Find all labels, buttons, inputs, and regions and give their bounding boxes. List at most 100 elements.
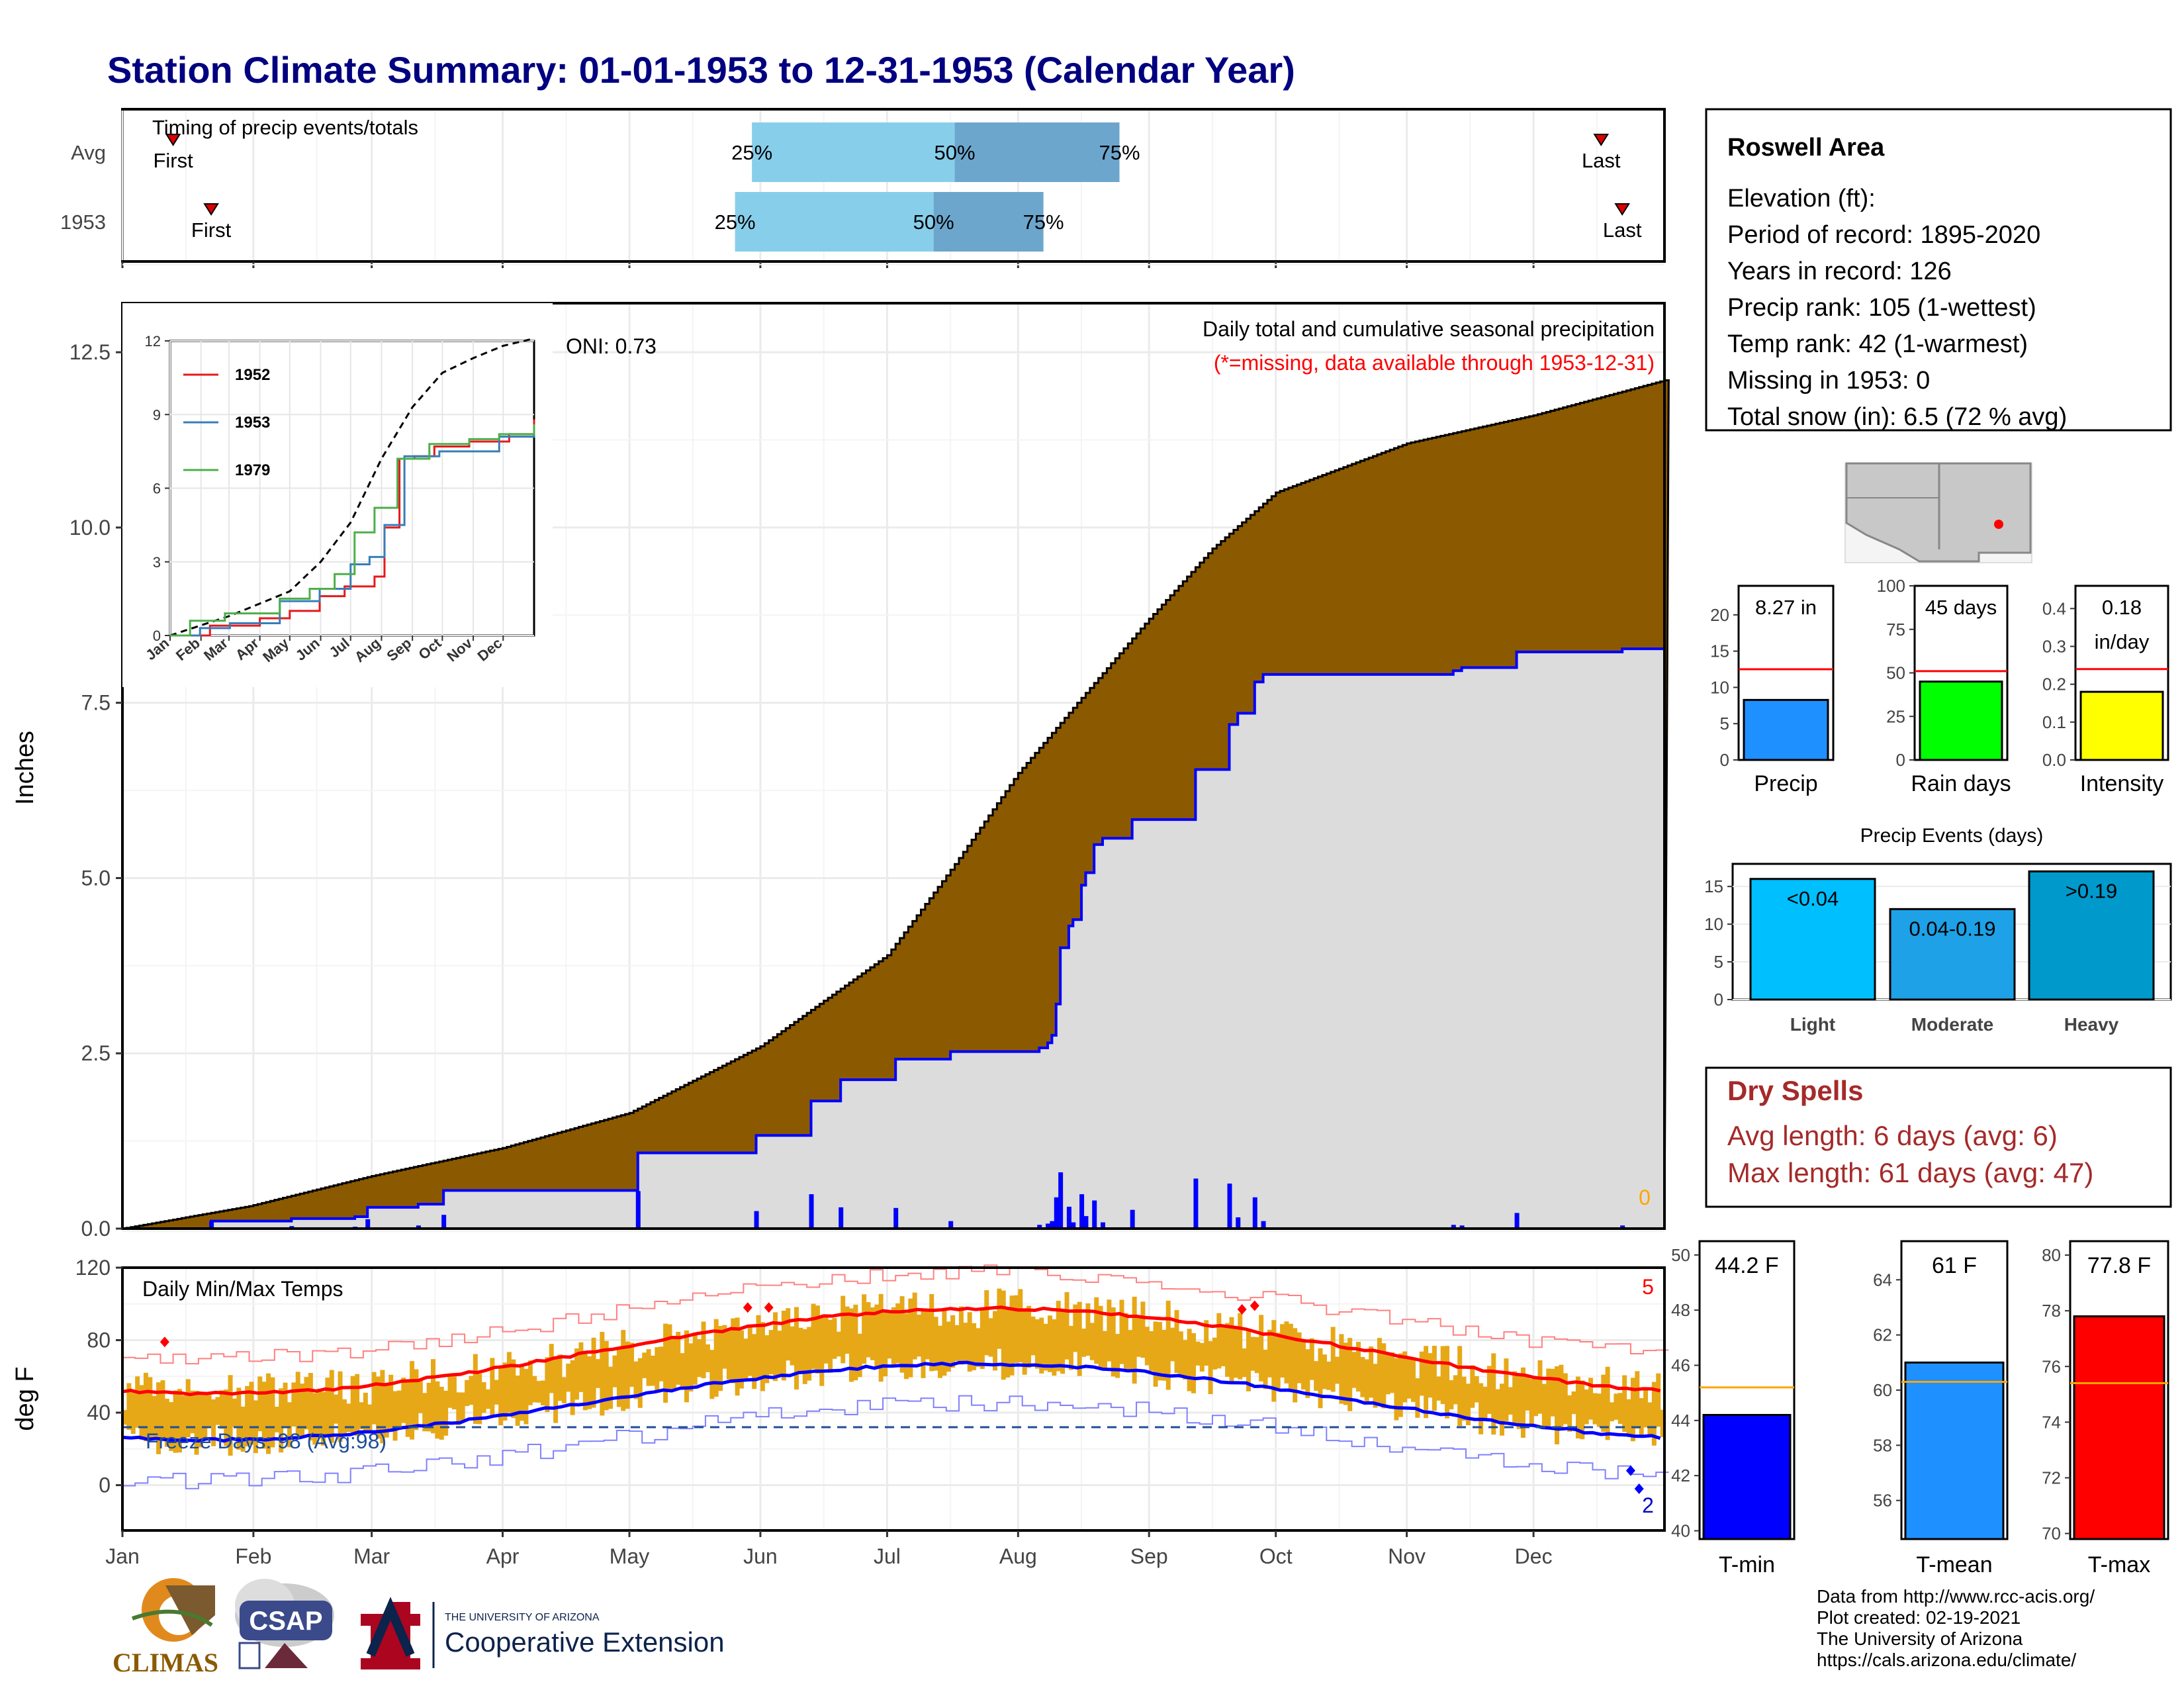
daily-temp-range-bar <box>405 1381 410 1437</box>
daily-temp-range-bar <box>308 1373 313 1441</box>
record-low-marker <box>1625 1465 1635 1476</box>
daily-temp-range-bar <box>1060 1310 1066 1374</box>
daily-temp-range-bar <box>304 1377 309 1430</box>
daily-temp-range-bar <box>1647 1402 1653 1437</box>
daily-temp-range-bar <box>1369 1346 1374 1398</box>
daily-temp-range-bar <box>1081 1329 1087 1357</box>
daily-temp-range-bar <box>1208 1341 1213 1395</box>
daily-temp-range-bar <box>676 1331 681 1385</box>
daily-temp-range-bar <box>1402 1351 1408 1403</box>
daily-temp-range-bar <box>1537 1360 1543 1414</box>
daily-temp-range-bar <box>701 1321 706 1379</box>
precip-events-category: Moderate <box>1911 1014 1993 1035</box>
daily-temp-range-bar <box>532 1376 537 1403</box>
daily-temp-range-bar <box>616 1346 621 1407</box>
daily-temp-range-bar <box>156 1382 161 1454</box>
daily-temp-range-bar <box>823 1315 829 1364</box>
daily-temp-range-bar <box>917 1314 922 1357</box>
daily-temp-range-bar <box>713 1319 719 1397</box>
daily-temp-range-bar <box>1238 1313 1243 1380</box>
daily-temp-range-bar <box>1360 1357 1365 1397</box>
temp-mini-bar-name: T-mean <box>1916 1552 1992 1577</box>
inset-y-tick-label: 12 <box>145 333 161 350</box>
daily-temp-range-bar <box>1428 1353 1433 1398</box>
daily-temp-range-bar <box>561 1377 567 1403</box>
daily-temp-range-bar <box>684 1330 689 1403</box>
timing-q50-q75-bar <box>954 122 1120 182</box>
daily-temp-range-bar <box>1267 1329 1272 1378</box>
month-label: Oct <box>1259 1544 1293 1568</box>
mini-bar-y-tick-label: 100 <box>1877 576 1905 596</box>
daily-temp-range-bar <box>1660 1409 1665 1437</box>
daily-temp-range-bar <box>465 1380 470 1407</box>
daily-temp-range-bar <box>997 1288 1002 1349</box>
daily-temp-range-bar <box>376 1376 381 1439</box>
daily-temp-range-bar <box>1259 1315 1264 1382</box>
dry-spells-max: Max length: 61 days (avg: 47) <box>1727 1157 2093 1188</box>
daily-temp-range-bar <box>629 1342 635 1387</box>
daily-temp-range-bar <box>1339 1334 1344 1404</box>
daily-precip-bar <box>948 1221 954 1229</box>
daily-temp-range-bar <box>692 1332 698 1385</box>
record-high-count: 5 <box>1642 1275 1654 1299</box>
daily-temp-range-bar <box>1022 1311 1027 1375</box>
daily-temp-range-bar <box>1330 1327 1336 1392</box>
daily-temp-range-bar <box>862 1294 867 1364</box>
daily-temp-range-bar <box>938 1325 943 1378</box>
daily-temp-range-bar <box>794 1307 799 1390</box>
daily-temp-range-bar <box>655 1347 660 1393</box>
daily-temp-range-bar <box>1009 1295 1015 1376</box>
daily-temp-range-bar <box>1305 1349 1310 1398</box>
daily-temp-range-bar <box>426 1382 432 1432</box>
record-high-marker <box>764 1302 774 1313</box>
daily-temp-range-bar <box>1520 1367 1525 1438</box>
daily-precip-bar <box>1193 1178 1199 1229</box>
daily-temp-range-bar <box>933 1317 938 1371</box>
daily-temp-range-bar <box>1026 1305 1032 1368</box>
daily-temp-range-bar <box>126 1383 132 1430</box>
footer-line: The University of Arizona <box>1817 1628 2023 1649</box>
daily-temp-range-bar <box>232 1398 237 1427</box>
daily-temp-range-bar <box>1001 1290 1006 1380</box>
daily-temp-range-bar <box>870 1307 875 1360</box>
daily-temp-range-bar <box>1385 1354 1390 1395</box>
daily-temp-range-bar <box>1005 1308 1011 1378</box>
precip-events-title: Precip Events (days) <box>1860 825 2044 847</box>
daily-temp-range-bar <box>963 1323 968 1364</box>
daily-temp-range-bar <box>777 1331 782 1376</box>
daily-temp-range-bar <box>878 1293 884 1382</box>
daily-temp-range-bar <box>300 1383 305 1438</box>
daily-temp-range-bar <box>553 1358 559 1423</box>
inset-average-line <box>169 337 535 637</box>
daily-temp-range-bar <box>312 1393 318 1445</box>
daily-temp-range-bar <box>418 1380 423 1413</box>
mini-bar-y-tick-label: 0.1 <box>2042 712 2066 732</box>
daily-temp-range-bar <box>1394 1358 1399 1421</box>
extension-name: Cooperative Extension <box>445 1626 725 1658</box>
temp-mini-bar-y-tick-label: 40 <box>1671 1521 1690 1541</box>
precip-events-bar <box>2028 870 2155 1001</box>
temp-mini-bar-y-tick-label: 56 <box>1873 1491 1892 1511</box>
daily-temp-range-bar <box>646 1349 651 1386</box>
daily-temp-range-bar <box>1115 1334 1120 1378</box>
daily-temp-range-bar <box>1575 1376 1580 1438</box>
daily-temp-range-bar <box>903 1313 909 1380</box>
station-info-box: Roswell Area Elevation (ft): Period of re… <box>1705 108 2172 432</box>
temp-mini-bar-value-label: 61 F <box>1932 1253 1977 1278</box>
daily-temp-range-bar <box>958 1306 964 1365</box>
month-label: Jun <box>743 1544 778 1568</box>
daily-temp-range-bar <box>1567 1395 1572 1432</box>
daily-temp-range-bar <box>396 1390 402 1430</box>
page-title: Station Climate Summary: 01-01-1953 to 1… <box>107 49 1295 91</box>
daily-temp-range-bar <box>1107 1299 1112 1362</box>
temp-y-axis-label: deg F <box>11 1366 39 1430</box>
daily-temp-range-bar <box>1563 1373 1568 1425</box>
daily-temp-range-bar <box>1546 1368 1551 1430</box>
daily-temp-range-bar <box>1525 1375 1530 1411</box>
precip-events-category: Heavy <box>2064 1014 2119 1035</box>
mini-bar-value-label: 45 days <box>1925 596 1997 619</box>
daily-temp-range-bar <box>1233 1328 1238 1378</box>
daily-temp-range-bar <box>451 1376 457 1410</box>
daily-temp-range-bar <box>1052 1319 1057 1376</box>
inset-legend-label: 1953 <box>235 414 270 432</box>
